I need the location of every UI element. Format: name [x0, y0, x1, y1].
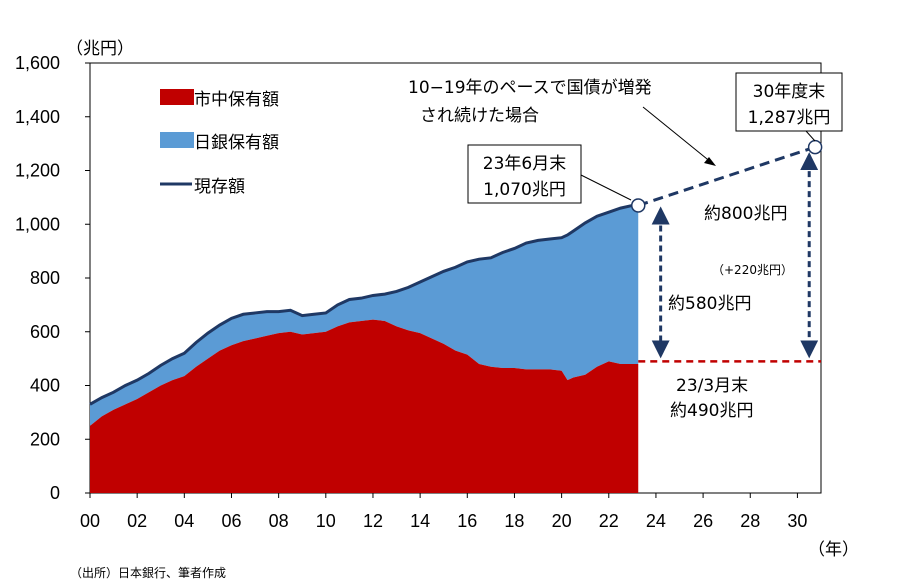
future-point-marker — [807, 139, 823, 155]
x-tick-label: 30 — [787, 511, 807, 531]
x-tick-label: 18 — [504, 511, 524, 531]
market-label-line2: 約490兆円 — [670, 401, 753, 421]
boj-now-label: 約580兆円 — [668, 294, 751, 314]
x-tick-label: 14 — [410, 511, 430, 531]
x-tick-label: 12 — [363, 511, 383, 531]
legend-swatch-market — [160, 89, 194, 105]
outstanding-line — [89, 203, 639, 406]
y-tick-label: 0 — [50, 483, 60, 503]
current-callout-box — [467, 144, 582, 204]
current-callout-line2: 1,070兆円 — [483, 180, 566, 200]
legend: 市中保有額 日銀保有額 現存額 — [160, 89, 279, 197]
x-tick-label: 08 — [269, 511, 289, 531]
market-label-line1: 23/3月末 — [676, 376, 748, 396]
legend-label-market: 市中保有額 — [194, 90, 279, 110]
current-point-marker — [631, 198, 646, 213]
legend-label-outstanding: 現存額 — [194, 177, 245, 197]
x-tick-label: 20 — [552, 511, 572, 531]
legend-swatch-boj — [160, 132, 194, 148]
y-tick-label: 800 — [30, 268, 60, 288]
pace-note-line2: され続けた場合 — [420, 106, 539, 126]
y-tick-label: 1,200 — [15, 161, 60, 181]
source-note: （出所）日本銀行、筆者作成 — [70, 566, 226, 580]
y-tick-label: 200 — [30, 429, 60, 449]
y-tick-label: 600 — [30, 322, 60, 342]
x-tick-label: 22 — [599, 511, 619, 531]
boj-future-label: 約800兆円 — [704, 204, 787, 224]
x-tick-label: 04 — [174, 511, 194, 531]
x-tick-label: 24 — [646, 511, 666, 531]
x-tick-label: 00 — [80, 511, 100, 531]
x-tick-label: 10 — [316, 511, 336, 531]
projection-line — [637, 145, 816, 207]
x-tick-label: 06 — [221, 511, 241, 531]
y-tick-label: 400 — [30, 376, 60, 396]
x-axis-ticks: 00 02 04 06 08 10 12 14 16 18 20 22 24 26 28 30 — [80, 493, 807, 531]
x-tick-label: 28 — [740, 511, 760, 531]
legend-label-boj: 日銀保有額 — [194, 133, 279, 153]
boj-holdings-area — [90, 205, 639, 426]
y-tick-label: 1,600 — [15, 53, 60, 73]
x-unit-label: （年） — [808, 540, 859, 560]
y-axis-ticks: 0 200 400 600 800 1,000 1,200 1,400 1,600 — [15, 53, 90, 503]
x-tick-label: 16 — [457, 511, 477, 531]
x-tick-label: 26 — [693, 511, 713, 531]
pace-note-pointer — [642, 106, 713, 164]
y-tick-label: 1,400 — [15, 107, 60, 127]
y-unit-label: （兆円） — [66, 39, 134, 59]
y-tick-label: 1,000 — [15, 214, 60, 234]
future-callout-box — [735, 72, 843, 132]
market-holdings-area — [90, 319, 639, 493]
current-callout-leader — [580, 174, 632, 201]
future-callout-line1: 30年度末 — [753, 82, 826, 102]
x-tick-label: 02 — [127, 511, 147, 531]
boj-increase-label: （+220兆円） — [712, 263, 793, 277]
future-callout-line2: 1,287兆円 — [748, 108, 831, 128]
current-callout-line1: 23年6月末 — [483, 154, 566, 174]
pace-note-line1: 10−19年のペースで国債が増発 — [408, 78, 652, 98]
future-callout-leader — [805, 130, 816, 142]
pace-note-arrowhead — [704, 157, 716, 166]
